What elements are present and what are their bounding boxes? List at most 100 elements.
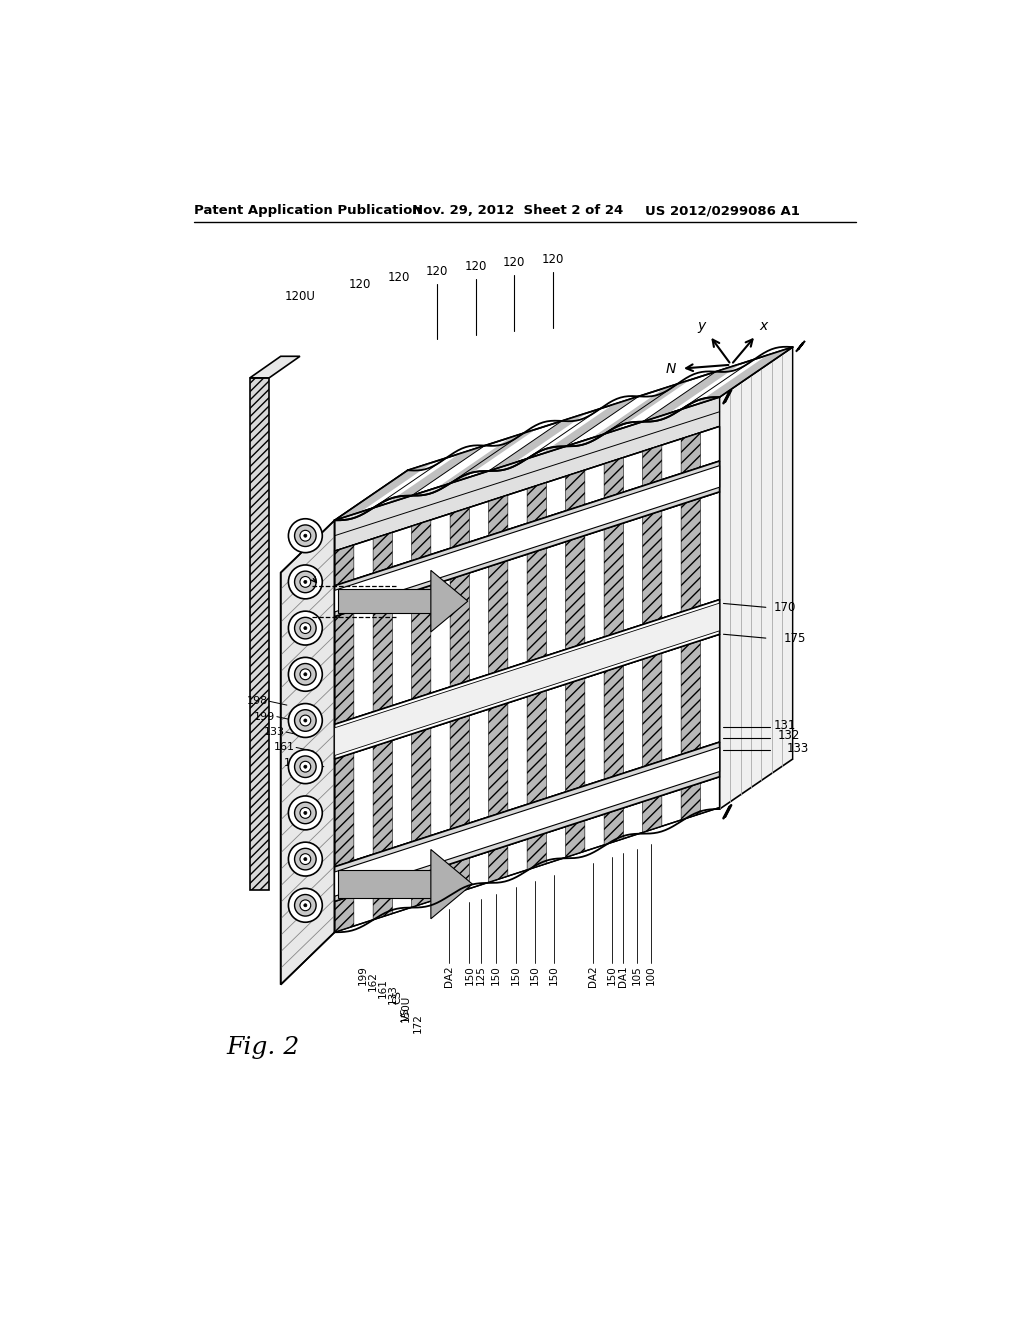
- Text: 133: 133: [388, 983, 398, 1003]
- Polygon shape: [335, 347, 793, 520]
- Text: 172: 172: [413, 1014, 423, 1034]
- Circle shape: [304, 627, 307, 630]
- Circle shape: [304, 581, 307, 583]
- Text: VS: VS: [401, 1007, 412, 1022]
- Polygon shape: [451, 858, 469, 895]
- Polygon shape: [681, 640, 700, 755]
- Polygon shape: [527, 690, 547, 804]
- Polygon shape: [681, 783, 700, 820]
- Circle shape: [304, 719, 307, 722]
- Text: Fig. 2: Fig. 2: [226, 1036, 300, 1059]
- Polygon shape: [643, 511, 662, 624]
- Text: 120: 120: [387, 271, 410, 284]
- Circle shape: [295, 895, 316, 916]
- Polygon shape: [527, 833, 547, 870]
- Text: Patent Application Publication: Patent Application Publication: [194, 205, 422, 218]
- Circle shape: [304, 766, 307, 768]
- Circle shape: [295, 756, 316, 777]
- Circle shape: [300, 900, 310, 911]
- Polygon shape: [335, 635, 720, 867]
- Polygon shape: [335, 599, 720, 759]
- Circle shape: [289, 750, 323, 784]
- Polygon shape: [488, 413, 588, 471]
- Text: 120: 120: [426, 265, 449, 277]
- Text: 161: 161: [378, 978, 388, 998]
- Polygon shape: [335, 545, 354, 586]
- Circle shape: [295, 849, 316, 870]
- Polygon shape: [604, 458, 624, 499]
- Polygon shape: [335, 461, 720, 616]
- Polygon shape: [540, 396, 639, 454]
- Text: US 2012/0299086 A1: US 2012/0299086 A1: [645, 205, 800, 218]
- Text: 198: 198: [247, 696, 267, 706]
- Polygon shape: [339, 589, 431, 614]
- Text: 162: 162: [284, 758, 304, 768]
- Polygon shape: [250, 378, 269, 890]
- Circle shape: [289, 565, 323, 599]
- Polygon shape: [643, 363, 741, 422]
- Polygon shape: [604, 808, 624, 845]
- Polygon shape: [591, 380, 690, 438]
- Circle shape: [289, 657, 323, 692]
- Polygon shape: [373, 598, 392, 711]
- Polygon shape: [335, 742, 720, 902]
- Circle shape: [300, 531, 310, 541]
- Polygon shape: [412, 585, 431, 700]
- Text: 120: 120: [542, 253, 563, 267]
- Polygon shape: [681, 433, 700, 474]
- Text: DA2: DA2: [443, 965, 454, 987]
- Text: 131: 131: [773, 718, 796, 731]
- Circle shape: [300, 623, 310, 634]
- Polygon shape: [488, 845, 508, 882]
- Polygon shape: [373, 741, 392, 854]
- Text: DA1: DA1: [618, 965, 629, 987]
- Polygon shape: [335, 462, 433, 520]
- Polygon shape: [335, 610, 354, 725]
- Circle shape: [295, 803, 316, 824]
- Circle shape: [295, 710, 316, 731]
- Circle shape: [304, 535, 307, 537]
- Polygon shape: [527, 483, 547, 524]
- Polygon shape: [437, 429, 537, 487]
- Circle shape: [304, 858, 307, 861]
- Polygon shape: [565, 820, 585, 858]
- Circle shape: [289, 888, 323, 923]
- Text: 150: 150: [607, 965, 616, 985]
- Circle shape: [289, 611, 323, 645]
- Circle shape: [300, 715, 310, 726]
- Text: 125: 125: [476, 965, 486, 985]
- Text: 133: 133: [786, 742, 809, 755]
- Circle shape: [295, 525, 316, 546]
- Text: 120: 120: [503, 256, 525, 269]
- Polygon shape: [565, 470, 585, 511]
- Polygon shape: [373, 883, 392, 920]
- Text: 161: 161: [273, 742, 295, 752]
- Text: 150: 150: [464, 965, 474, 985]
- Text: CS: CS: [393, 990, 402, 1005]
- Polygon shape: [604, 665, 624, 780]
- Polygon shape: [643, 796, 662, 833]
- Text: Nov. 29, 2012  Sheet 2 of 24: Nov. 29, 2012 Sheet 2 of 24: [412, 205, 623, 218]
- Text: 199: 199: [254, 711, 275, 722]
- Polygon shape: [565, 678, 585, 792]
- Circle shape: [295, 572, 316, 593]
- Polygon shape: [643, 653, 662, 767]
- Text: y: y: [697, 319, 706, 333]
- Text: 150: 150: [529, 965, 540, 985]
- Polygon shape: [431, 570, 468, 632]
- Polygon shape: [604, 523, 624, 638]
- Text: 150U: 150U: [401, 995, 412, 1022]
- Circle shape: [300, 669, 310, 680]
- Text: 199: 199: [358, 965, 368, 985]
- Text: 170: 170: [773, 601, 796, 614]
- Text: A: A: [297, 565, 306, 578]
- Polygon shape: [643, 445, 662, 486]
- Circle shape: [289, 842, 323, 876]
- Text: x: x: [760, 319, 768, 333]
- Polygon shape: [335, 747, 720, 896]
- Circle shape: [300, 577, 310, 587]
- Polygon shape: [527, 548, 547, 663]
- Text: N: N: [666, 362, 676, 376]
- Polygon shape: [488, 561, 508, 675]
- Text: 162: 162: [368, 972, 378, 991]
